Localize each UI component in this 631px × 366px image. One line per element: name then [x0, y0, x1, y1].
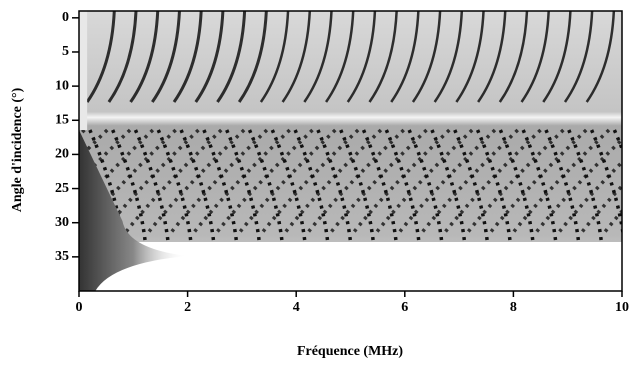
y-tick-label: 0 [62, 10, 69, 25]
x-tick-label: 10 [615, 300, 629, 315]
heatmap-fringe [216, 11, 247, 103]
heatmap-fringe [237, 11, 268, 103]
heatmap-fringe [79, 128, 177, 237]
heatmap-fringe [407, 129, 444, 243]
x-tick-label: 0 [76, 300, 83, 315]
heatmap-fringe [395, 128, 497, 237]
heatmap-fringe [430, 129, 467, 243]
y-tick-label: 10 [55, 78, 69, 93]
heatmap-fringe [384, 129, 421, 243]
heatmap-fringe [390, 11, 420, 103]
heatmap-fringe [225, 129, 262, 243]
heatmap-fringe [107, 11, 138, 103]
heatmap-fringe [585, 11, 616, 103]
heatmap-fringe [122, 128, 223, 237]
heatmap-fringe [563, 11, 594, 103]
heatmap-fringe [433, 11, 464, 103]
heatmap-fringe [464, 128, 565, 237]
y-tick-label: 15 [55, 112, 69, 127]
heatmap-fringe [167, 128, 269, 237]
y-tick-label: 30 [55, 215, 69, 230]
heatmap-fringe [339, 129, 376, 243]
heatmap-fringe [129, 11, 160, 103]
heatmap-fringe [151, 11, 181, 103]
x-tick-label: 2 [184, 300, 191, 315]
heatmap-left-edge [79, 11, 88, 130]
heatmap-fringe [133, 129, 170, 243]
heatmap-fringe [270, 129, 307, 243]
heatmap-fringe [316, 129, 353, 243]
heatmap-fringe [361, 129, 398, 243]
x-tick-label: 6 [401, 300, 408, 315]
heatmap-fringe [475, 129, 512, 243]
heatmap-fringe [498, 129, 535, 243]
heatmap-fringe [172, 11, 203, 103]
y-tick-label: 25 [55, 181, 69, 196]
heatmap-fringe [418, 128, 519, 237]
heatmap-fringe [85, 11, 116, 103]
y-tick-label: 35 [55, 249, 69, 264]
heatmap-fringe [521, 129, 558, 243]
heatmap-fringe [441, 128, 542, 237]
heatmap-fringe [350, 128, 451, 237]
heatmap-fringe [498, 11, 529, 103]
heatmap-fringe [258, 128, 360, 237]
y-tick-label: 20 [55, 147, 69, 162]
heatmap-fringe [487, 128, 588, 237]
y-axis-label: Angle d'incidence (°) [10, 87, 25, 212]
heatmap-fringe [544, 129, 581, 243]
heatmap-fringe [0, 130, 8, 242]
heatmap-fringe [327, 128, 428, 237]
heatmap-fringe [202, 129, 239, 243]
heatmap-fringe [194, 11, 225, 103]
heatmap-fringe [509, 128, 611, 237]
heatmap-fringe [293, 129, 330, 243]
heatmap [0, 11, 631, 291]
heatmap-fringe [411, 11, 442, 103]
heatmap-white-region [95, 242, 622, 291]
heatmap-fringe [567, 129, 604, 243]
heatmap-left-wedge [79, 130, 188, 291]
heatmap-fringe [21, 130, 54, 242]
heatmap-fringe [281, 11, 312, 103]
heatmap-fringe [542, 11, 572, 103]
heatmap-fringe [156, 129, 193, 243]
heatmap-fringe [99, 128, 200, 237]
heatmap-fringe [213, 128, 314, 237]
heatmap-fringe [325, 11, 355, 103]
heatmap-fringe [453, 129, 490, 243]
heatmap-fringe [625, 130, 631, 235]
heatmap-fringe [179, 129, 216, 243]
heatmap-fringe [247, 129, 284, 243]
x-axis-label: Fréquence (MHz) [297, 344, 403, 359]
heatmap-fringe [578, 183, 622, 237]
heatmap-fringe [111, 129, 147, 243]
heatmap-fringe [477, 11, 507, 103]
plot-frame [78, 10, 623, 292]
x-tick-label: 4 [293, 300, 300, 315]
x-tick-label: 8 [510, 300, 517, 315]
heatmap-fringe [373, 128, 474, 237]
heatmap-fringe [555, 159, 622, 237]
heatmap-fringe [281, 128, 383, 237]
heatmap-fringe [532, 137, 622, 237]
heatmap-fringe [303, 11, 333, 103]
y-tick-label: 5 [62, 44, 69, 59]
heatmap-fringe [520, 11, 550, 103]
heatmap-fringe [455, 11, 485, 103]
heatmap-fringe [236, 128, 337, 237]
heatmap-fringe [368, 11, 398, 103]
heatmap-fringe [259, 11, 290, 103]
heatmap-fringe [144, 128, 246, 237]
heatmap-fringe [346, 11, 377, 103]
heatmap-fringe [304, 128, 405, 237]
heatmap-fringe [190, 128, 291, 237]
